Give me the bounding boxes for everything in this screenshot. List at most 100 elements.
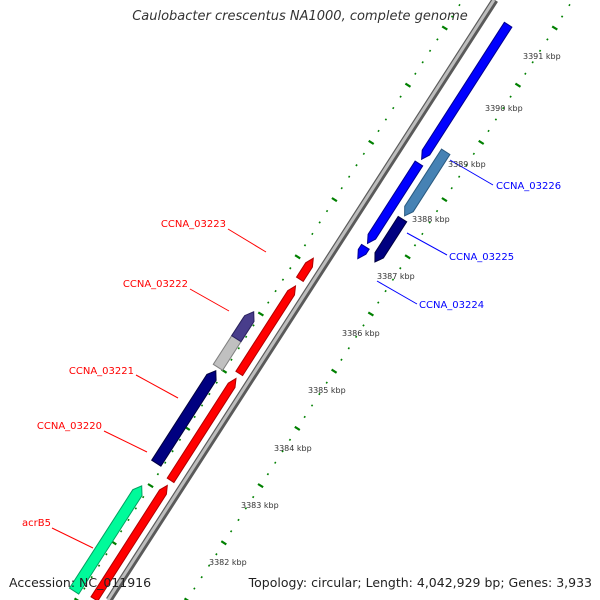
tick-mark [237,518,240,522]
gene-label-ccna-03222[interactable]: CCNA_03222 [123,279,188,290]
tick-mark [392,106,395,110]
tick-mark [531,61,534,64]
inner-tick-ring [183,3,571,600]
gene-arrow-ccna-03225-navy[interactable] [374,215,408,263]
tick-mark [134,507,138,510]
tick-mark [244,335,248,339]
tick-mark [200,575,203,579]
tick-mark [421,61,424,64]
tick-mark [156,472,160,476]
tick-mark [193,587,196,590]
tick-mark [524,72,527,75]
gene-label-ccna-03223[interactable]: CCNA_03223 [161,219,226,230]
tick-label-3389: 3389 kbp [448,160,486,169]
tick-mark [414,72,417,75]
tick-mark [252,324,255,327]
gene-label-ccna-03220[interactable]: CCNA_03220 [37,421,102,432]
tick-mark [230,358,233,361]
tick-mark [399,267,402,270]
tick-mark [97,564,101,567]
tick-mark [348,175,351,178]
tick-mark [450,15,454,18]
gene-arrow-ccna-03226-steel[interactable] [404,148,451,217]
tick-mark [413,244,417,247]
tick-mark [331,197,338,203]
tick-mark [478,139,485,145]
tick-label-3386: 3386 kbp [342,329,380,338]
gene-arrow-ccna-03220-red[interactable] [166,377,237,484]
gene-label-ccna-03224[interactable]: CCNA_03224 [419,300,484,311]
tick-mark [465,164,468,167]
gene-arrow-acrb5-green[interactable] [68,485,143,595]
tick-mark [377,301,380,304]
gene-arrow-ccna-03220-navy[interactable] [151,369,217,467]
tick-mark [215,381,218,384]
tick-mark [538,49,542,53]
tick-mark [127,518,130,522]
tick-mark [318,392,321,396]
tick-mark [83,587,86,590]
tick-mark [325,381,328,384]
tick-mark [347,347,350,350]
gene-arrow-ccna-03226-blue[interactable] [421,21,513,161]
tick-mark [458,3,461,7]
tick-mark [502,106,505,110]
accession-text: Accession: NC_011916 [9,575,152,590]
tick-mark [294,425,301,431]
tick-mark [200,404,204,407]
tick-mark [391,278,395,281]
gene-arrow-ccna-03225-blue[interactable] [366,160,424,245]
tick-mark [220,540,227,546]
tick-mark [450,186,453,190]
gene-arrow-ccna-03222-slate[interactable] [231,311,255,343]
tick-mark [90,575,93,579]
tick-label-3384: 3384 kbp [274,444,312,453]
tick-mark [331,368,338,374]
map-title: Caulobacter crescentus NA1000, complete … [132,9,468,24]
tick-mark [266,472,270,476]
tick-mark [237,347,240,350]
tick-mark [367,311,374,317]
tick-label-3388: 3388 kbp [412,215,450,224]
tick-mark [514,82,522,88]
tick-mark [404,254,411,260]
tick-mark [252,495,255,499]
gene-arrow-acrb5-red[interactable] [90,484,168,600]
forward-strand-genes [357,21,513,263]
gene-arrow-ccna-03223-red[interactable] [295,257,314,283]
tick-mark [509,95,512,98]
tick-label-3387: 3387 kbp [377,272,415,281]
tick-label-3382: 3382 kbp [209,558,247,567]
gene-arrow-ccna-03224-blue[interactable] [357,243,370,260]
tick-label-3390: 3390 kbp [485,104,523,113]
tick-mark [147,483,154,489]
gene-label-acrb5[interactable]: acrB5 [22,518,51,529]
gene-label-ccna-03226[interactable]: CCNA_03226 [496,181,561,192]
tick-mark [404,82,412,88]
tick-mark [362,152,366,156]
tick-mark [354,335,358,339]
reverse-strand-genes [68,257,314,600]
tick-label-3385: 3385 kbp [308,386,346,395]
tick-mark [362,324,365,327]
gene-label-ccna-03221[interactable]: CCNA_03221 [69,366,134,377]
tick-mark [244,507,248,510]
gene-label-ccna-03225[interactable]: CCNA_03225 [449,252,514,263]
tick-mark [551,25,558,31]
tick-mark [487,129,490,133]
tick-mark [303,244,307,247]
outer-tick-ring [73,3,461,600]
tick-mark [368,139,375,145]
tick-mark [384,118,388,121]
tick-mark [281,450,284,453]
tick-mark [164,461,167,464]
tick-mark [441,197,448,203]
gene-arrow-ccna-03222-red[interactable] [235,285,297,377]
tick-mark [325,209,329,213]
tick-mark [229,530,233,533]
tick-mark [267,301,270,304]
tick-label-3383: 3383 kbp [241,501,279,510]
tick-mark [436,38,439,41]
tick-mark [207,564,211,567]
